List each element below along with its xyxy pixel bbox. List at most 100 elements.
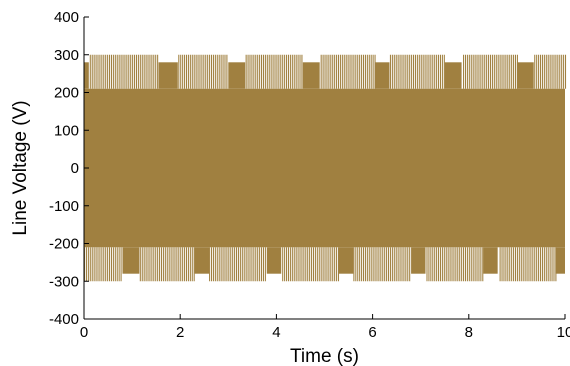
lower-pulse (376, 247, 378, 282)
upper-pulse (291, 54, 293, 89)
lower-pulse (309, 247, 311, 282)
lower-gap-block (122, 247, 140, 274)
upper-pulse (107, 54, 109, 89)
lower-pulse (237, 247, 239, 282)
lower-pulse (474, 247, 476, 282)
lower-pulse (251, 247, 253, 282)
upper-pulse (289, 54, 291, 89)
upper-pulse (143, 54, 145, 89)
lower-pulse (328, 247, 330, 282)
upper-pulse (203, 54, 205, 89)
upper-pulse (413, 54, 415, 89)
lower-pulse (243, 247, 245, 282)
lower-pulse (370, 247, 372, 282)
lower-pulse (426, 247, 428, 282)
lower-pulse (120, 247, 122, 282)
lower-pulse (532, 247, 534, 282)
lower-pulse (382, 247, 384, 282)
upper-pulse (334, 54, 336, 89)
upper-pulse (499, 54, 501, 89)
lower-pulse (226, 247, 228, 282)
upper-pulse (151, 54, 153, 89)
upper-pulse (389, 54, 391, 89)
upper-pulse (124, 54, 126, 89)
upper-pulse (418, 54, 420, 89)
lower-pulse (105, 247, 107, 282)
upper-pulse (205, 54, 207, 89)
lower-pulse (235, 247, 238, 282)
lower-pulse (326, 247, 328, 282)
lower-pulse (397, 247, 399, 282)
lower-pulse (407, 247, 409, 282)
lower-pulse (97, 247, 99, 282)
lower-pulse (287, 247, 290, 282)
lower-pulse (334, 247, 336, 282)
lower-pulse (253, 247, 255, 282)
lower-pulse (401, 247, 403, 282)
upper-pulse (420, 54, 422, 89)
lower-pulse (337, 247, 340, 282)
lower-pulse (428, 247, 430, 282)
lower-pulse (499, 247, 501, 282)
lower-pulse (230, 247, 232, 282)
lower-pulse (257, 247, 259, 282)
upper-pulse (95, 54, 97, 89)
x-axis-title: Time (s) (290, 346, 359, 366)
lower-pulse (114, 247, 116, 282)
lower-pulse (386, 247, 388, 282)
upper-pulse (468, 54, 470, 89)
lower-pulse (89, 247, 91, 282)
upper-pulse (434, 54, 436, 89)
upper-pulse (93, 54, 95, 89)
upper-pulse (330, 54, 332, 89)
lower-pulse (141, 247, 143, 282)
upper-pulse (216, 54, 218, 89)
lower-pulse (172, 247, 174, 282)
lower-pulse (330, 247, 332, 282)
lower-pulse (264, 247, 266, 282)
upper-pulse (345, 54, 347, 89)
lower-pulse (282, 247, 284, 282)
lower-pulse (109, 247, 111, 282)
upper-pulse (101, 54, 103, 89)
lower-pulse (368, 247, 370, 282)
x-tick-label: 8 (465, 324, 473, 341)
lower-pulse (518, 247, 520, 282)
upper-pulse (209, 54, 211, 89)
lower-pulse (91, 247, 93, 282)
upper-pulse (134, 54, 136, 89)
upper-pulse (91, 54, 93, 89)
lower-pulse (391, 247, 393, 282)
y-tick-label: -400 (49, 311, 79, 328)
upper-pulse (299, 54, 301, 89)
lower-pulse (262, 247, 264, 282)
lower-pulse (157, 247, 159, 282)
upper-pulse (182, 54, 184, 89)
upper-pulse (484, 54, 486, 89)
lower-pulse (434, 247, 436, 282)
lower-gap-block (338, 247, 354, 274)
upper-pulse (282, 54, 284, 89)
upper-pulse (89, 54, 91, 89)
lower-pulse (449, 247, 451, 282)
lower-pulse (320, 247, 322, 282)
lower-gap-block (483, 247, 498, 274)
upper-pulse (222, 54, 224, 89)
lower-pulse (249, 247, 251, 282)
lower-pulse (470, 247, 472, 282)
upper-pulse (551, 54, 553, 89)
lower-pulse (170, 247, 172, 282)
upper-pulse (214, 54, 216, 89)
upper-pulse (349, 54, 351, 89)
upper-pulse (261, 54, 263, 89)
upper-pulse (507, 54, 509, 89)
upper-pulse (212, 54, 214, 89)
upper-pulse (276, 54, 278, 89)
lower-pulse (324, 247, 326, 282)
lower-pulse (182, 247, 184, 282)
lower-pulse (247, 247, 249, 282)
lower-pulse (255, 247, 257, 282)
lower-pulse (438, 247, 440, 282)
upper-gap-block (158, 62, 178, 89)
upper-pulse (557, 54, 559, 89)
